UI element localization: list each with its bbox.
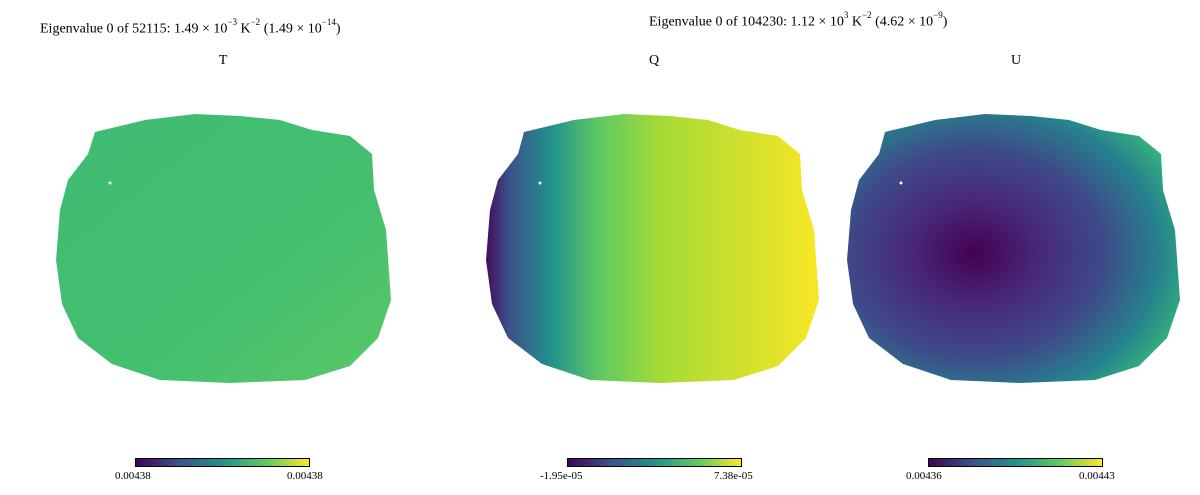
q-colorbar-min: -1.95e-05 [540, 470, 583, 482]
title-right-paren-close: ) [942, 14, 948, 30]
q-colorbar-max: 7.38e-05 [714, 470, 753, 482]
title-left: Eigenvalue 0 of 52115: 1.49 × 10−3 K−2 (… [40, 17, 341, 38]
t-map [56, 114, 391, 383]
title-right-exp1: 3 [843, 10, 849, 20]
t-map-fill [56, 114, 391, 383]
u-colorbar-max: 0.00443 [1079, 470, 1115, 482]
title-left-paren-close: ) [335, 21, 341, 37]
panel-title-t: T [218, 53, 228, 68]
title-left-paren: (1.49 × 10 [260, 21, 322, 37]
title-right-exp2: −2 [862, 10, 872, 20]
t-colorbar-min: 0.00438 [115, 470, 151, 482]
title-left-exp2: −2 [250, 17, 261, 27]
title-right-paren-exp: −9 [933, 10, 943, 20]
title-left-exp1: −3 [227, 17, 237, 27]
panel-title-u: U [1010, 53, 1022, 68]
panel-title-q: Q [648, 53, 660, 68]
title-right-text: Eigenvalue 0 of 104230: 1.12 × 10 [649, 14, 844, 30]
u-map-fill [847, 114, 1180, 383]
t-colorbar [135, 458, 310, 467]
t-colorbar-max: 0.00438 [287, 470, 323, 482]
q-map [486, 114, 819, 383]
q-map-hole [538, 181, 542, 185]
title-right: Eigenvalue 0 of 104230: 1.12 × 103 K−2 (… [649, 10, 948, 31]
title-left-paren-exp: −14 [321, 17, 336, 27]
q-map-fill [486, 114, 819, 383]
u-colorbar [928, 458, 1103, 467]
title-right-paren: (4.62 × 10 [871, 14, 934, 30]
u-colorbar-min: 0.00436 [906, 470, 942, 482]
title-left-unit: K [236, 21, 251, 37]
t-map-hole [108, 181, 112, 185]
q-colorbar [567, 458, 742, 467]
title-right-unit: K [848, 14, 863, 30]
u-map [847, 114, 1180, 383]
u-map-hole [899, 181, 903, 185]
title-left-text: Eigenvalue 0 of 52115: 1.49 × 10 [40, 21, 228, 37]
